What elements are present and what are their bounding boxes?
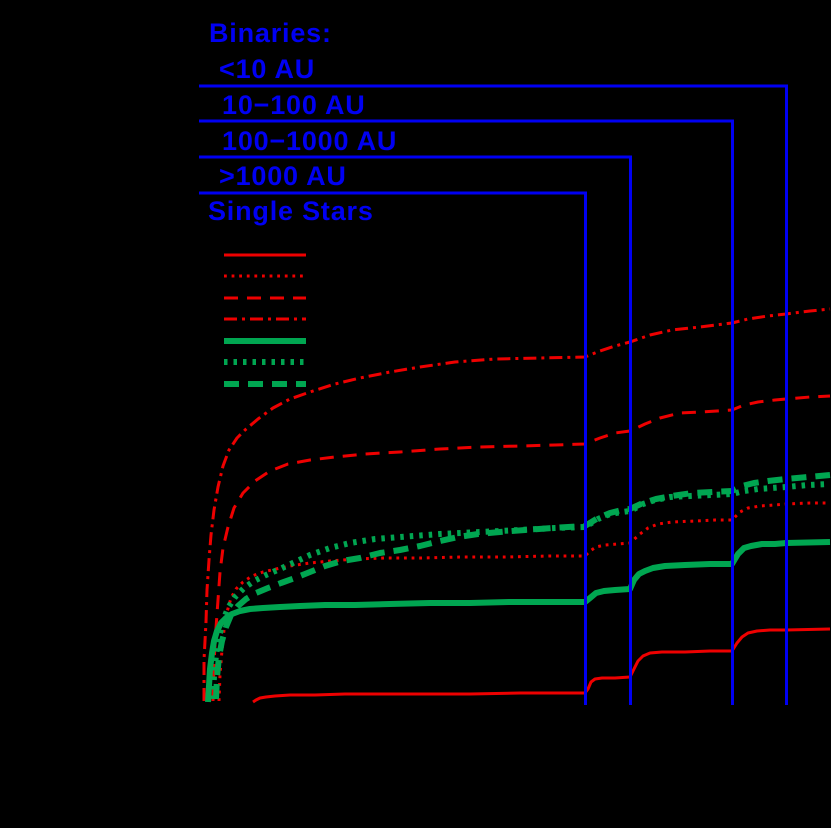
bracket-line-1 (199, 119, 734, 705)
series-line-red-dashed (211, 394, 831, 702)
binaries-heading: Binaries: (209, 18, 332, 48)
bracket-line-2 (199, 155, 632, 705)
series-line-red-dotted (217, 501, 830, 702)
bracket-line-0 (199, 84, 788, 705)
single-stars-label: Single Stars (208, 196, 374, 226)
bracket-label-100-1000au: 100−1000 AU (222, 126, 398, 156)
series-line-green-dashed (213, 472, 831, 700)
series-line-green-solid (205, 539, 831, 703)
series-line-red-dash-dot (202, 307, 831, 701)
bracket-label-lt10au: <10 AU (219, 54, 316, 84)
bracket-label-gt1000au: >1000 AU (219, 161, 347, 191)
series-line-red-solid (252, 627, 831, 704)
bracket-label-10-100au: 10−100 AU (222, 90, 366, 120)
bracket-line-3 (199, 191, 587, 705)
